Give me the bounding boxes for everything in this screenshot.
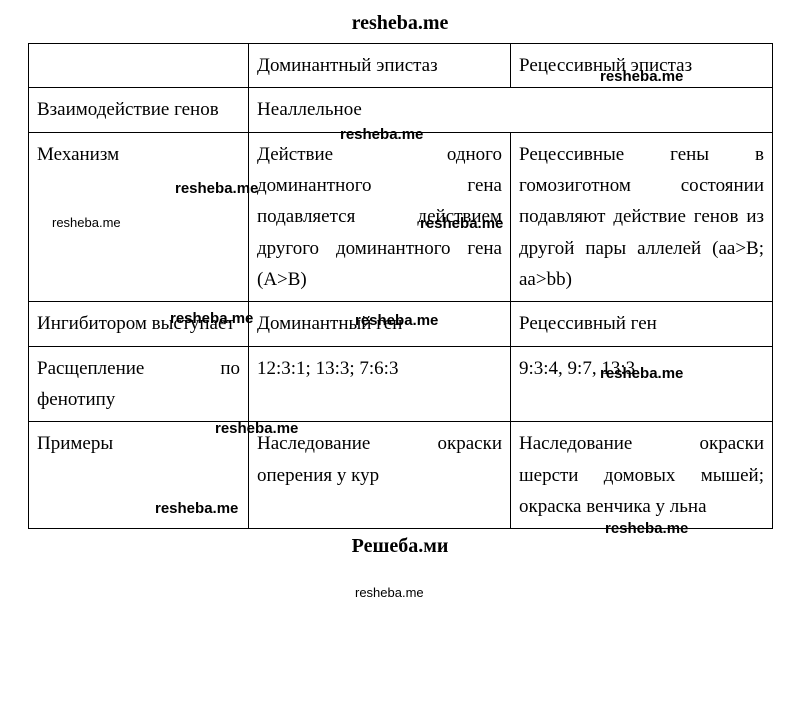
cell-header-dominant: Доминантный эпистаз <box>249 44 511 88</box>
cell-header-recessive: Рецессивный эпистаз <box>511 44 773 88</box>
cell-inhibitor-dominant: Доминантный ген <box>249 302 511 346</box>
cell-examples-recessive: Наследование окраски шерсти домовых мыше… <box>511 422 773 529</box>
cell-examples-dominant: Наследование окраски оперения у кур <box>249 422 511 529</box>
cell-examples-label: Примеры <box>29 422 249 529</box>
cell-inhibitor-label: Ингибитором выступает <box>29 302 249 346</box>
cell-inhibitor-recessive: Рецессивный ген <box>511 302 773 346</box>
header-watermark: resheba.me <box>0 0 800 43</box>
cell-mechanism-label: Механизм <box>29 132 249 302</box>
cell-interaction-value: Неаллельное <box>249 88 773 132</box>
table-row: Доминантный эпистаз Рецессивный эпистаз <box>29 44 773 88</box>
watermark-text: resheba.me <box>355 585 424 600</box>
cell-empty <box>29 44 249 88</box>
comparison-table: Доминантный эпистаз Рецессивный эпистаз … <box>28 43 773 529</box>
cell-mechanism-recessive: Рецессивные гены в гомозиготном состояни… <box>511 132 773 302</box>
table-row: Механизм Действие одного доминантного ге… <box>29 132 773 302</box>
cell-interaction-label: Взаимодействие генов <box>29 88 249 132</box>
cell-split-recessive: 9:3:4, 9:7, 13:3 <box>511 346 773 422</box>
table-row: Примеры Наследование окраски оперения у … <box>29 422 773 529</box>
cell-mechanism-dominant: Действие одного доминантного гена подавл… <box>249 132 511 302</box>
table-row: Ингибитором выступает Доминантный ген Ре… <box>29 302 773 346</box>
table-row: Расщепление по фенотипу 12:3:1; 13:3; 7:… <box>29 346 773 422</box>
table-row: Взаимодействие генов Неаллельное <box>29 88 773 132</box>
cell-split-dominant: 12:3:1; 13:3; 7:6:3 <box>249 346 511 422</box>
footer-watermark: Решеба.ми <box>0 529 800 558</box>
cell-split-label: Расщепление по фенотипу <box>29 346 249 422</box>
